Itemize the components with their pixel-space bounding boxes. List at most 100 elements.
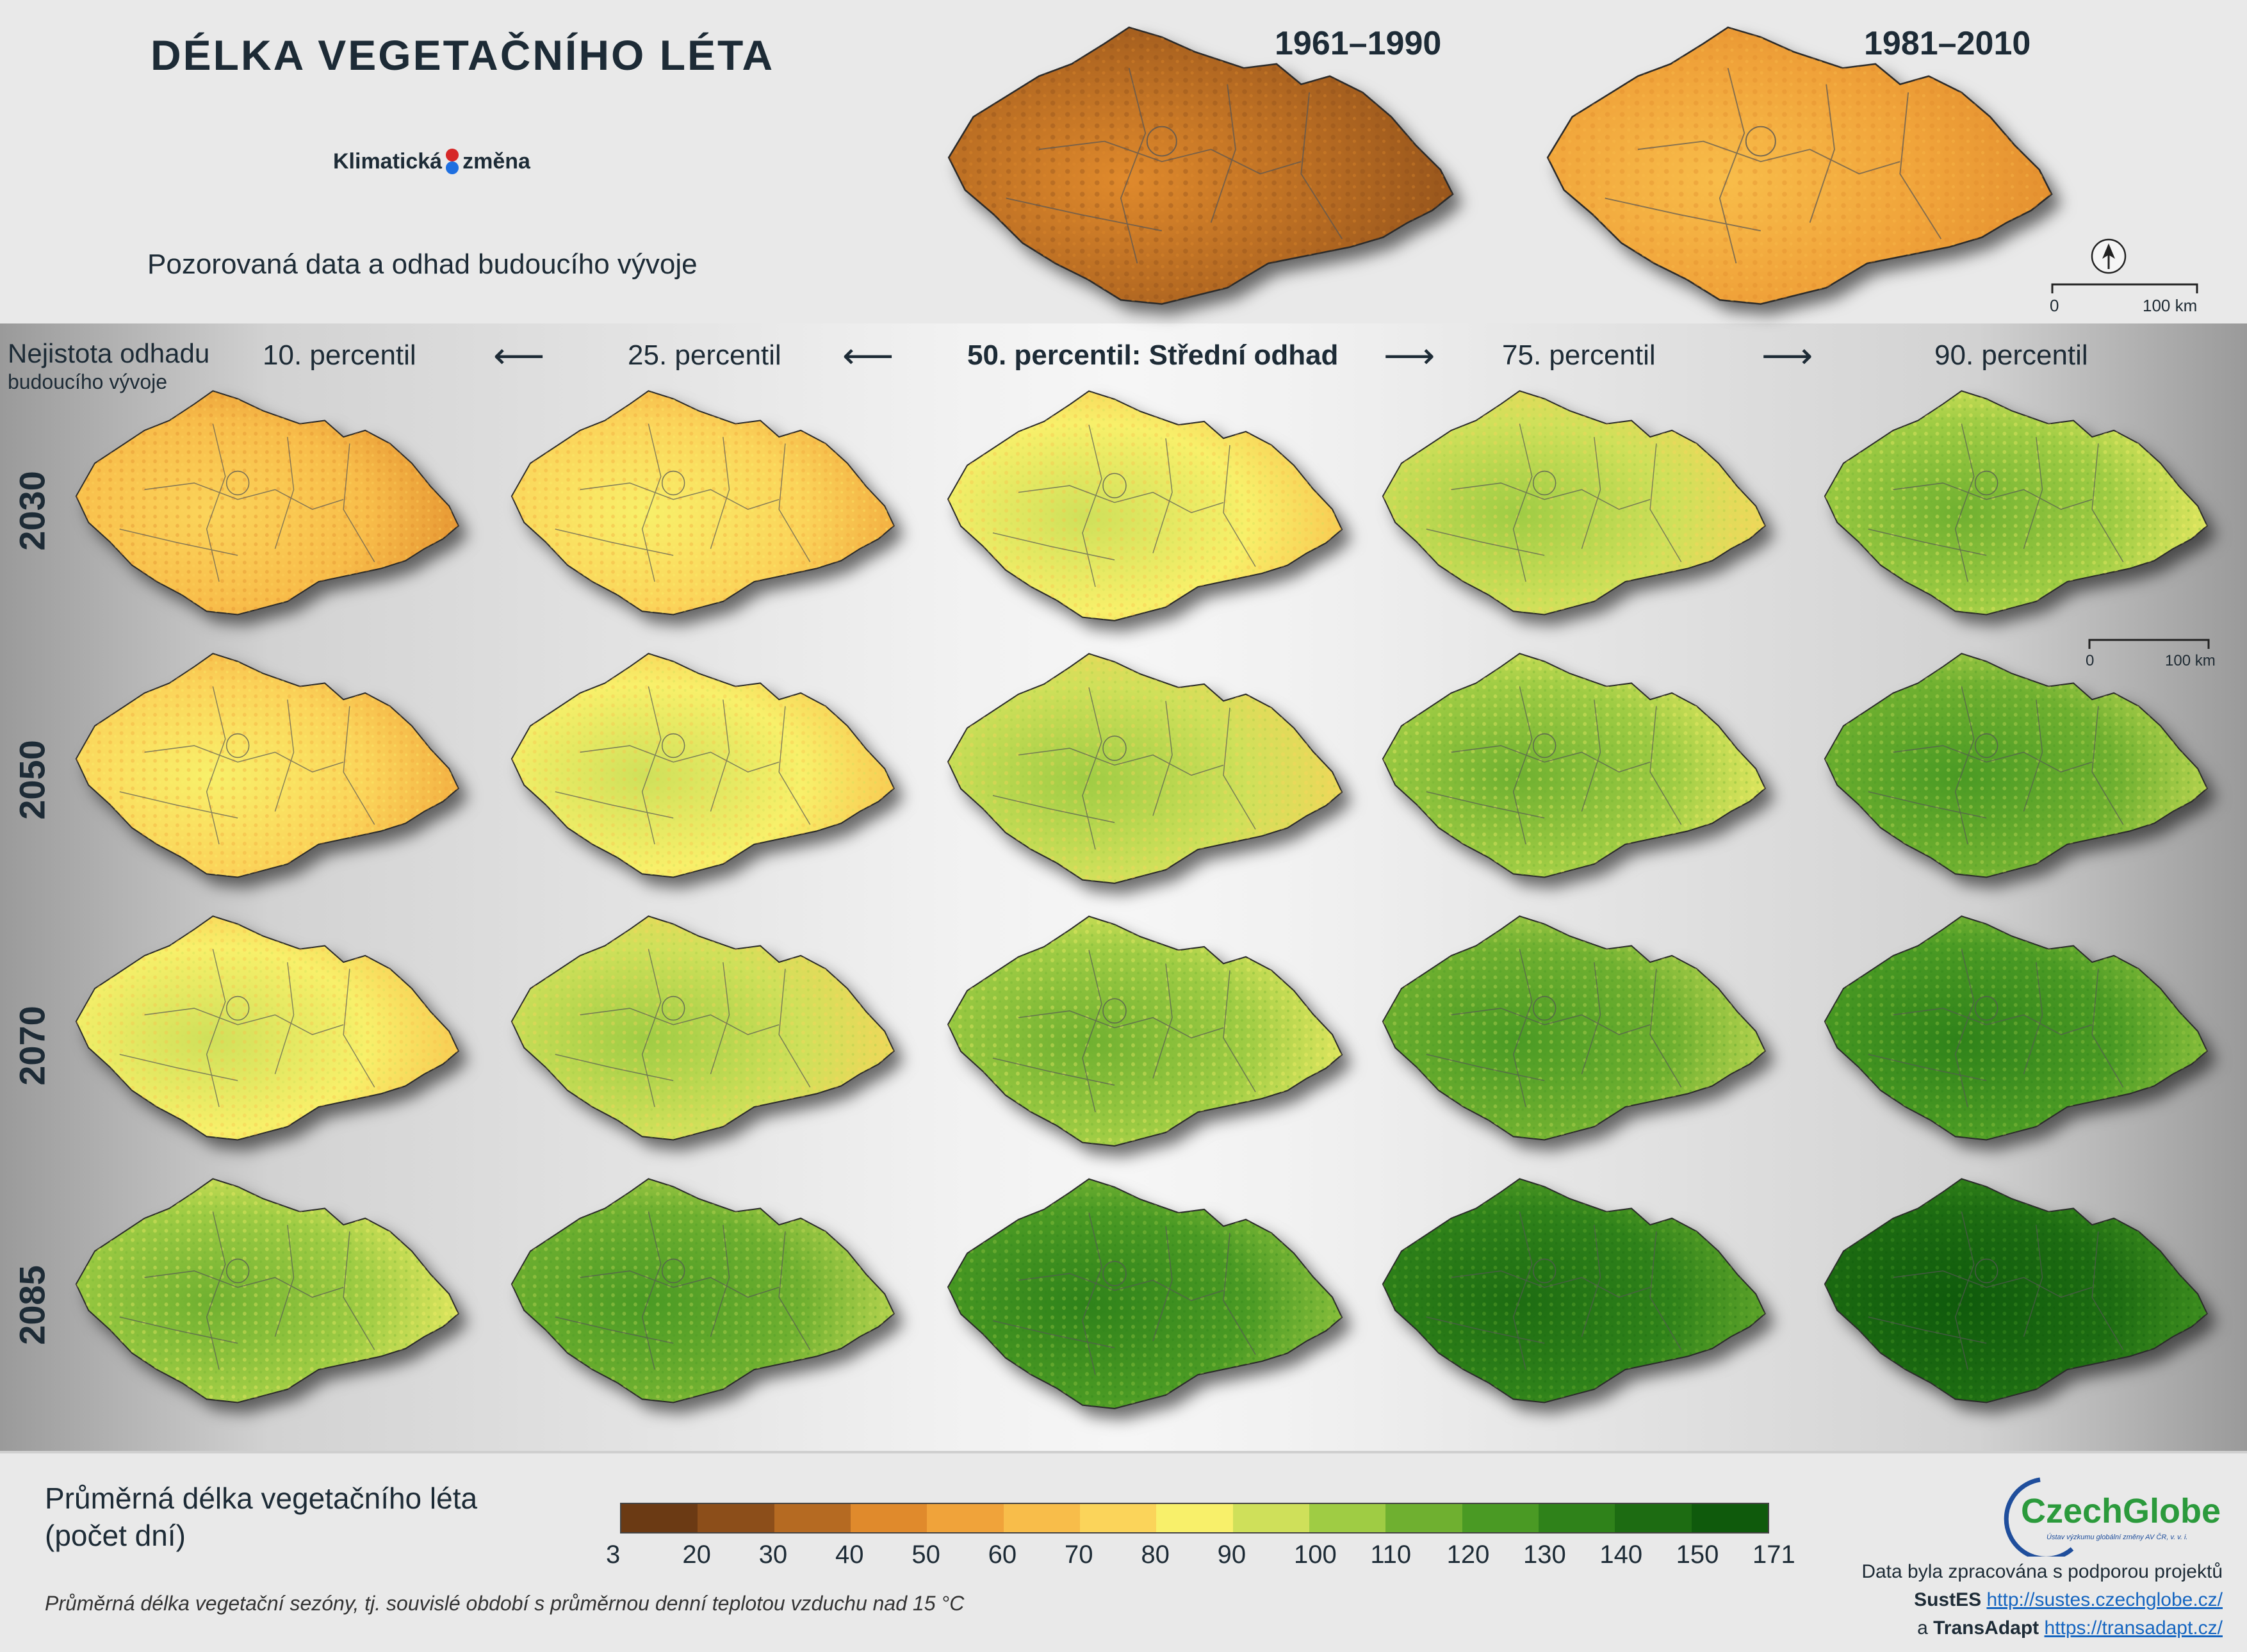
- legend-footnote: Průměrná délka vegetační sezóny, tj. sou…: [45, 1592, 965, 1615]
- map-2070-p25: [487, 910, 910, 1153]
- legend-swatch: [698, 1504, 774, 1532]
- map-2070-p75: [1358, 910, 1781, 1153]
- column-label-p10: 10. percentil: [263, 339, 416, 371]
- legend-tick-label: 50: [911, 1541, 940, 1569]
- map-2070-p10: [51, 910, 474, 1153]
- row-label-2070: 2070: [12, 1006, 53, 1086]
- legend-title-line2: (počet dní): [45, 1519, 186, 1552]
- czechglobe-logo-text: CzechGlobe: [2021, 1492, 2221, 1530]
- legend-tick-label: 100: [1294, 1541, 1337, 1569]
- map-2030-p75: [1358, 384, 1781, 628]
- legend-tick-label: 30: [758, 1541, 788, 1569]
- legend-swatch: [1462, 1504, 1539, 1532]
- legend-swatch: [774, 1504, 851, 1532]
- map-2030-p10: [51, 384, 474, 628]
- footer-panel: [0, 1451, 2247, 1652]
- credit-line1: Data byla zpracována s podporou projektů: [1861, 1561, 2223, 1582]
- legend-tick-label: 20: [682, 1541, 711, 1569]
- logo-text-right: změna: [462, 149, 530, 174]
- link-transadapt[interactable]: https://transadapt.cz/: [2044, 1617, 2223, 1639]
- legend-tick-label: 120: [1446, 1541, 1490, 1569]
- legend-tick-label: 90: [1217, 1541, 1246, 1569]
- legend-swatch: [1003, 1504, 1080, 1532]
- scale-end-header: 100 km: [2143, 296, 2198, 315]
- klimaticka-zmena-logo: Klimatická změna: [333, 149, 530, 174]
- legend-tick-label: 40: [835, 1541, 864, 1569]
- period-label-1961-1990: 1961–1990: [1275, 25, 1442, 62]
- credit-line2: SustES http://sustes.czechglobe.cz/: [1914, 1586, 2223, 1614]
- legend-tick-label: 70: [1065, 1541, 1093, 1569]
- legend-swatch: [927, 1504, 1004, 1532]
- uncertainty-title: Nejistota odhadu: [8, 338, 210, 368]
- legend-tick-label: 80: [1141, 1541, 1170, 1569]
- legend-swatch: [1079, 1504, 1157, 1532]
- legend-swatch: [850, 1504, 927, 1532]
- period-label-1981-2010: 1981–2010: [1864, 25, 2031, 62]
- row-label-2030: 2030: [12, 471, 53, 551]
- scale-start-grid: 0: [2086, 652, 2095, 669]
- legend-tick-label: 60: [988, 1541, 1017, 1569]
- project-transadapt: TransAdapt: [1933, 1617, 2039, 1639]
- map-1961-1990: [916, 19, 1473, 320]
- project-sustes: SustES: [1914, 1589, 1982, 1610]
- arrow-right-icon: ⟶: [1761, 335, 1813, 375]
- legend-swatch: [1385, 1504, 1462, 1532]
- logo-text-left: Klimatická: [333, 149, 443, 174]
- arrow-left-icon: ⟵: [493, 335, 545, 375]
- map-1981-2010: [1515, 19, 2072, 320]
- map-2030-p50: [922, 384, 1358, 634]
- page-subtitle: Pozorovaná data a odhad budoucího vývoje: [147, 249, 698, 280]
- map-2085-p25: [487, 1172, 910, 1416]
- legend-swatch: [1309, 1504, 1386, 1532]
- map-2085-p90: [1800, 1172, 2223, 1416]
- legend-tick-label: 140: [1599, 1541, 1643, 1569]
- legend-tick-label: 110: [1370, 1541, 1412, 1569]
- legend-title: Průměrná délka vegetačního léta (počet d…: [45, 1480, 477, 1554]
- credit-line3: a TransAdapt https://transadapt.cz/: [1917, 1614, 2223, 1642]
- map-2050-p90: [1800, 647, 2223, 890]
- map-2050-p25: [487, 647, 910, 890]
- north-arrow-icon: [2089, 237, 2128, 275]
- column-label-p90: 90. percentil: [1934, 339, 2088, 371]
- legend-swatch: [1156, 1504, 1233, 1532]
- logo-dots-icon: [446, 149, 459, 174]
- link-sustes[interactable]: http://sustes.czechglobe.cz/: [1986, 1589, 2223, 1610]
- legend-swatch: [1538, 1504, 1615, 1532]
- map-2030-p90: [1800, 384, 2223, 628]
- uncertainty-subtitle: budoucího vývoje: [8, 370, 168, 393]
- column-label-p50: 50. percentil: Střední odhad: [967, 339, 1339, 371]
- map-2085-p75: [1358, 1172, 1781, 1416]
- scale-end-grid: 100 km: [2165, 652, 2216, 669]
- legend-tick-label: 150: [1676, 1541, 1719, 1569]
- map-2070-p90: [1800, 910, 2223, 1153]
- legend-tick-label: 130: [1523, 1541, 1566, 1569]
- column-label-p75: 75. percentil: [1502, 339, 1656, 371]
- scale-start-header: 0: [2050, 296, 2059, 315]
- map-2030-p25: [487, 384, 910, 628]
- row-label-2085: 2085: [12, 1265, 53, 1345]
- legend-tick-label: 171: [1753, 1541, 1795, 1569]
- legend-swatch: [1691, 1504, 1768, 1532]
- legend-swatch: [1232, 1504, 1309, 1532]
- arrow-right-icon: ⟶: [1384, 335, 1435, 375]
- czechglobe-logo: CzechGlobe Ústav výzkumu globální změny …: [1995, 1467, 2226, 1557]
- map-2070-p50: [922, 910, 1358, 1159]
- map-2085-p50: [922, 1172, 1358, 1422]
- legend-swatch: [1615, 1504, 1692, 1532]
- row-label-2050: 2050: [12, 740, 53, 820]
- scale-bar-grid: [2087, 637, 2215, 653]
- page-title: DÉLKA VEGETAČNÍHO LÉTA: [151, 31, 775, 79]
- legend-title-line1: Průměrná délka vegetačního léta: [45, 1482, 478, 1515]
- arrow-left-icon: ⟵: [842, 335, 894, 375]
- map-2085-p10: [51, 1172, 474, 1416]
- scale-bar-header: [2050, 282, 2203, 298]
- legend-color-bar: [620, 1503, 1769, 1533]
- legend-swatch: [621, 1504, 698, 1532]
- column-label-p25: 25. percentil: [628, 339, 781, 371]
- map-2050-p75: [1358, 647, 1781, 890]
- czechglobe-logo-subtext: Ústav výzkumu globální změny AV ČR, v. v…: [2047, 1533, 2188, 1541]
- credit-conj: a: [1917, 1617, 1928, 1639]
- map-2050-p50: [922, 647, 1358, 897]
- map-2050-p10: [51, 647, 474, 890]
- legend-tick-label: 3: [606, 1541, 621, 1569]
